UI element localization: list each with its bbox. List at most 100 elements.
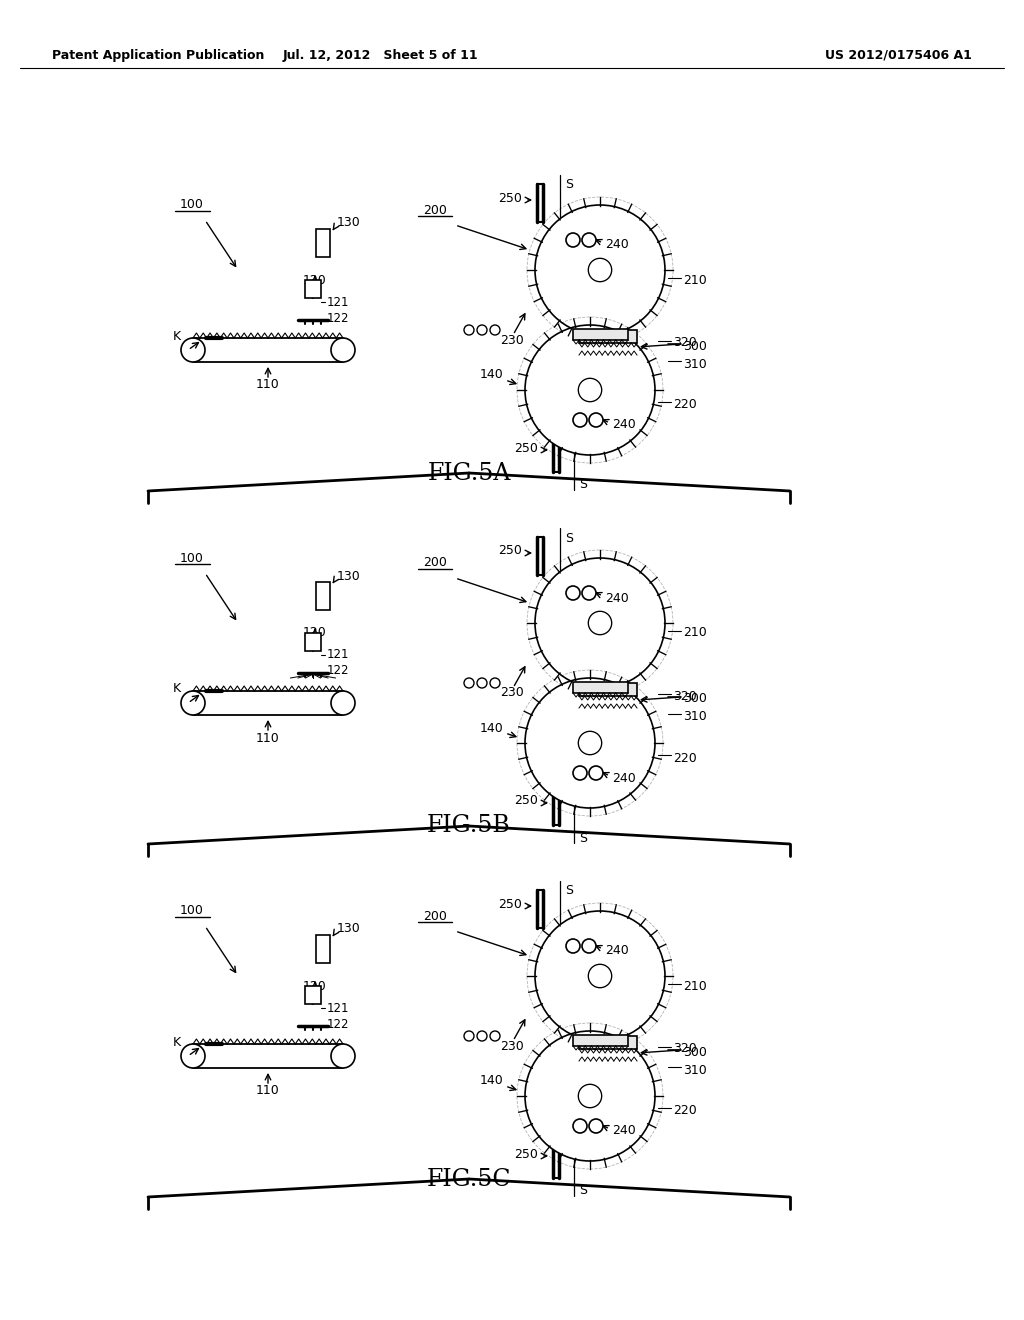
Text: S: S: [579, 832, 587, 845]
Text: 121: 121: [327, 296, 349, 309]
Text: FIG.5A: FIG.5A: [427, 462, 511, 484]
Text: 121: 121: [327, 1002, 349, 1015]
Text: 110: 110: [256, 379, 280, 392]
Text: 130: 130: [337, 923, 360, 936]
Circle shape: [579, 731, 602, 755]
Text: 100: 100: [180, 904, 204, 917]
Circle shape: [490, 678, 500, 688]
Text: K: K: [173, 682, 181, 696]
Text: 120: 120: [303, 979, 327, 993]
Text: 310: 310: [683, 358, 707, 371]
Text: 110: 110: [256, 1085, 280, 1097]
Text: 300: 300: [683, 693, 707, 705]
Text: 130: 130: [337, 569, 360, 582]
Text: 250: 250: [514, 795, 538, 808]
Text: 122: 122: [327, 312, 349, 325]
Circle shape: [464, 678, 474, 688]
Text: 220: 220: [673, 399, 696, 412]
Circle shape: [573, 1119, 587, 1133]
Text: K: K: [173, 330, 181, 342]
Text: 122: 122: [327, 664, 349, 677]
Bar: [573, 1035, 628, 1045]
Text: 140: 140: [480, 722, 504, 734]
Circle shape: [566, 939, 580, 953]
Circle shape: [525, 1031, 655, 1162]
Text: 210: 210: [683, 627, 707, 639]
Text: 210: 210: [683, 979, 707, 993]
Text: 140: 140: [480, 1074, 504, 1088]
Text: 122: 122: [327, 1018, 349, 1031]
Text: 230: 230: [500, 334, 523, 346]
Text: 250: 250: [498, 544, 522, 557]
Circle shape: [464, 1031, 474, 1041]
Text: 230: 230: [500, 1040, 523, 1052]
Text: 210: 210: [683, 273, 707, 286]
Text: 310: 310: [683, 1064, 707, 1077]
Circle shape: [331, 690, 355, 715]
Circle shape: [464, 325, 474, 335]
Circle shape: [331, 1044, 355, 1068]
Circle shape: [477, 678, 487, 688]
Text: 130: 130: [337, 216, 360, 230]
Circle shape: [589, 259, 611, 281]
Text: 320: 320: [673, 1043, 696, 1056]
Text: 200: 200: [423, 909, 446, 923]
Circle shape: [490, 325, 500, 335]
Text: S: S: [579, 479, 587, 491]
Text: 140: 140: [480, 368, 504, 381]
Text: 100: 100: [180, 198, 204, 211]
Bar: [316, 228, 330, 257]
Circle shape: [331, 338, 355, 362]
Circle shape: [579, 379, 602, 401]
Circle shape: [181, 690, 205, 715]
Circle shape: [181, 1044, 205, 1068]
Circle shape: [525, 325, 655, 455]
Text: 300: 300: [683, 339, 707, 352]
Circle shape: [477, 1031, 487, 1041]
Bar: [316, 935, 330, 964]
Bar: [305, 280, 321, 298]
Text: S: S: [579, 1184, 587, 1197]
Text: 250: 250: [514, 441, 538, 454]
Circle shape: [490, 1031, 500, 1041]
Bar: [579, 682, 637, 696]
Circle shape: [589, 965, 611, 987]
Circle shape: [589, 766, 603, 780]
Text: S: S: [565, 884, 573, 898]
Text: 220: 220: [673, 1105, 696, 1118]
Text: FIG.5C: FIG.5C: [427, 1167, 511, 1191]
Text: 300: 300: [683, 1045, 707, 1059]
Circle shape: [181, 338, 205, 362]
Circle shape: [573, 413, 587, 426]
Circle shape: [535, 558, 665, 688]
Circle shape: [589, 413, 603, 426]
Bar: [579, 330, 637, 343]
Text: 240: 240: [612, 771, 636, 784]
Text: 240: 240: [612, 418, 636, 432]
Bar: [579, 1036, 637, 1049]
Circle shape: [582, 586, 596, 601]
Text: Patent Application Publication: Patent Application Publication: [52, 49, 264, 62]
Text: 110: 110: [256, 731, 280, 744]
Text: 220: 220: [673, 751, 696, 764]
Bar: [305, 986, 321, 1005]
Text: Jul. 12, 2012   Sheet 5 of 11: Jul. 12, 2012 Sheet 5 of 11: [283, 49, 478, 62]
Circle shape: [566, 234, 580, 247]
Circle shape: [582, 234, 596, 247]
Text: 320: 320: [673, 337, 696, 350]
Text: US 2012/0175406 A1: US 2012/0175406 A1: [825, 49, 972, 62]
Circle shape: [573, 766, 587, 780]
Circle shape: [535, 911, 665, 1041]
Bar: [573, 329, 628, 341]
Text: 121: 121: [327, 648, 349, 661]
Text: 250: 250: [498, 898, 522, 911]
Circle shape: [589, 1119, 603, 1133]
Text: S: S: [565, 178, 573, 191]
Text: 120: 120: [303, 273, 327, 286]
Circle shape: [582, 939, 596, 953]
Text: 320: 320: [673, 689, 696, 702]
Text: 250: 250: [514, 1147, 538, 1160]
Text: 200: 200: [423, 557, 446, 569]
Text: 240: 240: [612, 1125, 636, 1138]
Circle shape: [566, 586, 580, 601]
